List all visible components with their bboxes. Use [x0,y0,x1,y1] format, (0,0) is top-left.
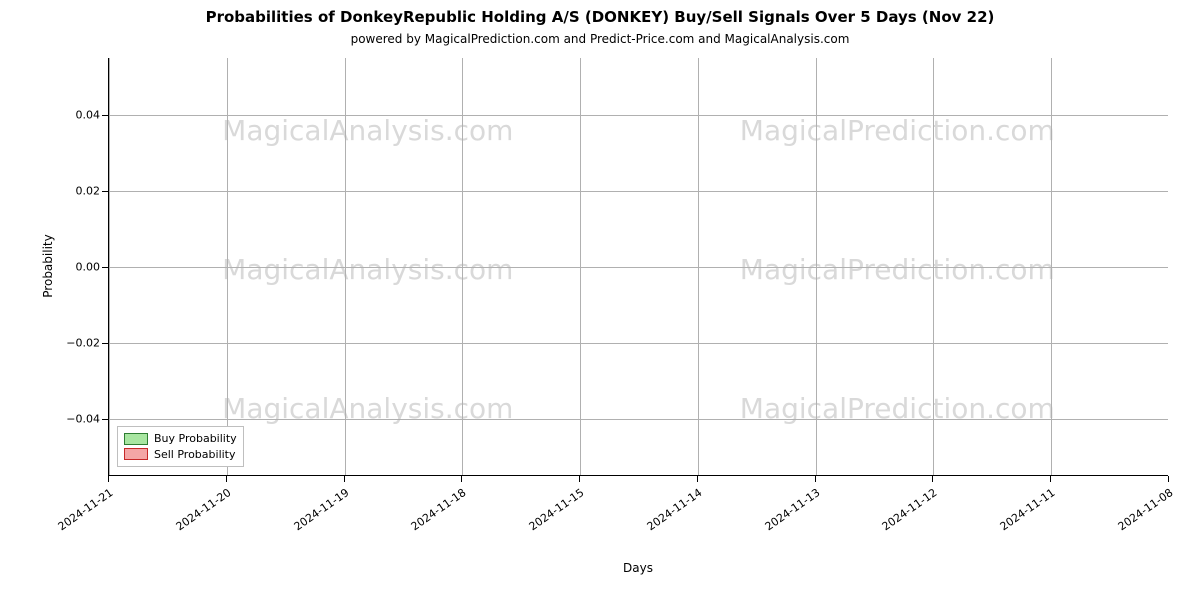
gridline-horizontal [109,343,1168,344]
ytick-label: 0.02 [50,185,100,198]
xtick-mark [344,476,345,482]
xtick-label: 2024-11-11 [985,486,1058,543]
gridline-horizontal [109,191,1168,192]
gridline-vertical [345,58,346,475]
gridline-vertical [109,58,110,475]
xtick-mark [108,476,109,482]
ytick-mark [102,419,108,420]
legend-label: Buy Probability [154,431,237,446]
gridline-vertical [698,58,699,475]
gridline-vertical [580,58,581,475]
gridline-vertical [933,58,934,475]
xtick-mark [1050,476,1051,482]
xtick-label: 2024-11-21 [42,486,115,543]
ytick-mark [102,267,108,268]
xtick-label: 2024-11-15 [514,486,587,543]
watermark-text: MagicalAnalysis.com [222,114,513,147]
plot-area: MagicalAnalysis.com MagicalPrediction.com… [108,58,1168,476]
legend-label: Sell Probability [154,447,236,462]
gridline-horizontal [109,419,1168,420]
xtick-label: 2024-11-20 [160,486,233,543]
xtick-mark [461,476,462,482]
watermark-text: MagicalPrediction.com [740,253,1055,286]
watermark-row: MagicalAnalysis.com MagicalPrediction.com [109,253,1168,286]
watermark-text: MagicalPrediction.com [740,114,1055,147]
ytick-label: 0.04 [50,109,100,122]
legend-swatch [124,448,148,460]
xtick-mark [226,476,227,482]
gridline-horizontal [109,267,1168,268]
chart-title: Probabilities of DonkeyRepublic Holding … [0,8,1200,26]
xtick-label: 2024-11-19 [278,486,351,543]
chart-subtitle: powered by MagicalPrediction.com and Pre… [0,32,1200,46]
legend-item: Buy Probability [124,431,237,446]
ytick-label: −0.04 [50,413,100,426]
watermark-text: MagicalAnalysis.com [222,253,513,286]
gridline-vertical [816,58,817,475]
legend: Buy ProbabilitySell Probability [117,426,244,467]
chart-container: Probabilities of DonkeyRepublic Holding … [0,0,1200,600]
watermark-text: MagicalPrediction.com [740,392,1055,425]
x-axis-label: Days [108,561,1168,575]
watermark-text: MagicalAnalysis.com [222,392,513,425]
xtick-label: 2024-11-13 [749,486,822,543]
ytick-label: 0.00 [50,261,100,274]
gridline-vertical [1051,58,1052,475]
ytick-label: −0.02 [50,337,100,350]
gridline-vertical [462,58,463,475]
xtick-label: 2024-11-14 [631,486,704,543]
legend-item: Sell Probability [124,447,237,462]
legend-swatch [124,433,148,445]
ytick-mark [102,191,108,192]
xtick-mark [1168,476,1169,482]
xtick-mark [697,476,698,482]
watermark-row: MagicalAnalysis.com MagicalPrediction.com [109,392,1168,425]
ytick-mark [102,115,108,116]
watermark-row: MagicalAnalysis.com MagicalPrediction.com [109,114,1168,147]
xtick-label: 2024-11-18 [396,486,469,543]
gridline-horizontal [109,115,1168,116]
ytick-mark [102,343,108,344]
xtick-mark [815,476,816,482]
xtick-mark [579,476,580,482]
xtick-label: 2024-11-08 [1102,486,1175,543]
xtick-label: 2024-11-12 [867,486,940,543]
xtick-mark [932,476,933,482]
gridline-vertical [227,58,228,475]
